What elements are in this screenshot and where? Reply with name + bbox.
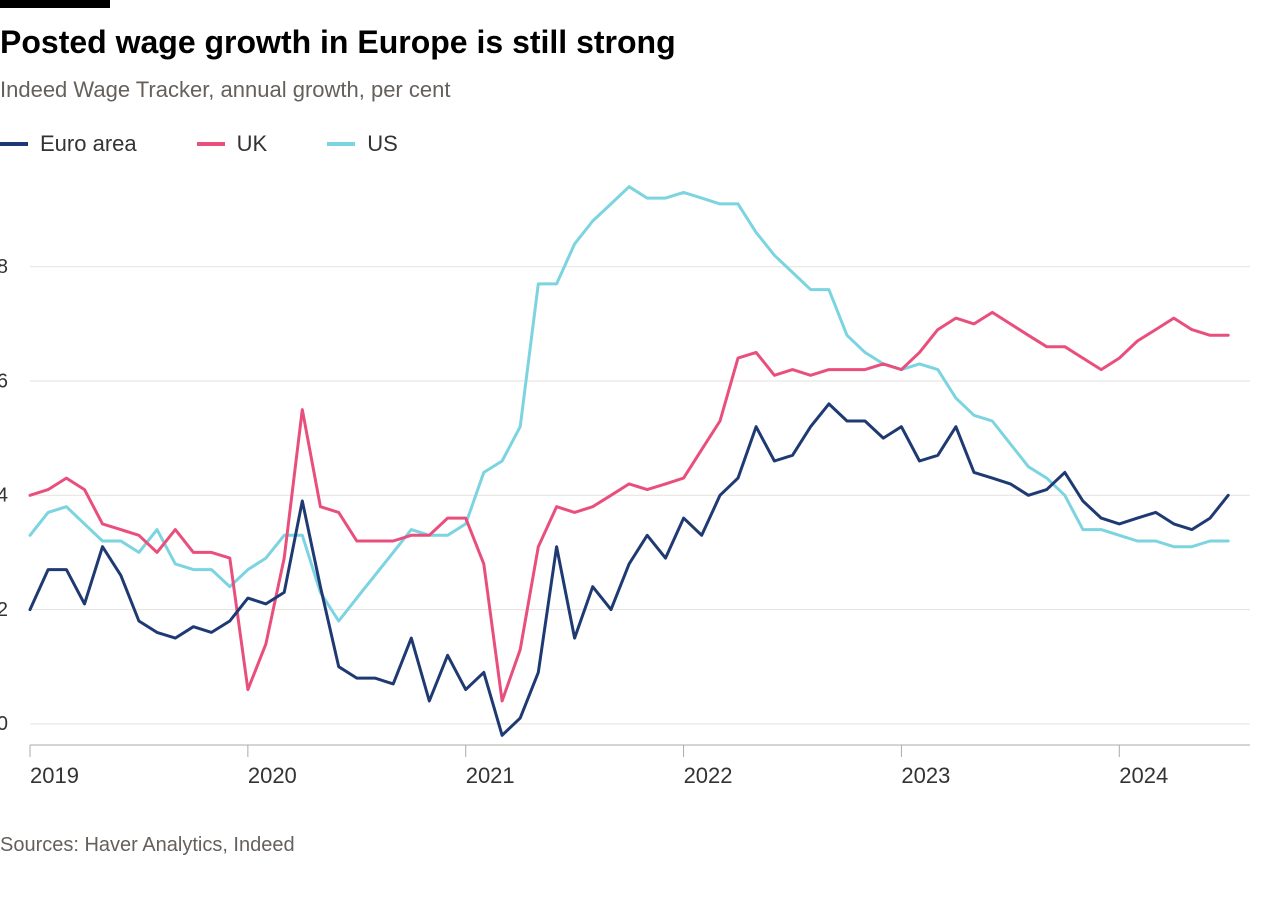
- legend-swatch: [0, 142, 28, 146]
- svg-text:2022: 2022: [684, 763, 733, 788]
- chart-sources: Sources: Haver Analytics, Indeed: [0, 834, 1280, 857]
- chart-plot: 0 2 4 6 8 2019 2020 2021 2022 2023 2024: [0, 181, 1280, 806]
- svg-text:2021: 2021: [466, 763, 515, 788]
- chart-container: Posted wage growth in Europe is still st…: [0, 0, 1280, 914]
- series-line: [30, 187, 1228, 621]
- legend: Euro area UK US: [0, 131, 1280, 157]
- legend-label: Euro area: [40, 131, 137, 157]
- svg-text:4: 4: [0, 485, 8, 507]
- svg-text:2: 2: [0, 599, 8, 621]
- svg-text:2023: 2023: [901, 763, 950, 788]
- accent-bar: [0, 0, 110, 8]
- chart-svg: 0 2 4 6 8 2019 2020 2021 2022 2023 2024: [0, 181, 1270, 801]
- svg-text:0: 0: [0, 713, 8, 735]
- svg-text:8: 8: [0, 256, 8, 278]
- chart-subtitle: Indeed Wage Tracker, annual growth, per …: [0, 77, 1280, 103]
- legend-swatch: [197, 142, 225, 146]
- legend-item: Euro area: [0, 131, 137, 157]
- legend-label: US: [367, 131, 398, 157]
- svg-text:6: 6: [0, 370, 8, 392]
- legend-label: UK: [237, 131, 268, 157]
- chart-title: Posted wage growth in Europe is still st…: [0, 24, 1280, 61]
- series-line: [30, 312, 1228, 701]
- legend-swatch: [327, 142, 355, 146]
- legend-item: US: [327, 131, 398, 157]
- svg-text:2019: 2019: [30, 763, 79, 788]
- legend-item: UK: [197, 131, 268, 157]
- svg-text:2024: 2024: [1119, 763, 1168, 788]
- svg-text:2020: 2020: [248, 763, 297, 788]
